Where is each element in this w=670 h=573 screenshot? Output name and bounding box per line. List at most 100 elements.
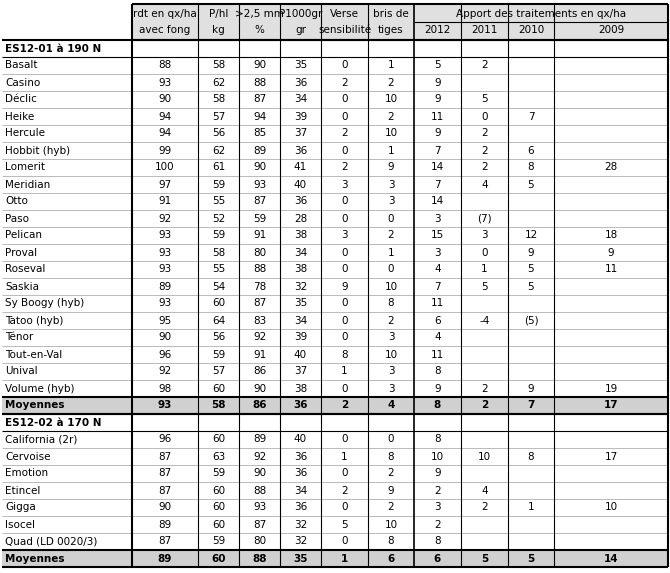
Text: 94: 94 <box>158 112 172 121</box>
Text: 8: 8 <box>434 367 441 376</box>
Text: Moyennes: Moyennes <box>5 554 64 563</box>
Text: 28: 28 <box>604 163 618 172</box>
Text: 93: 93 <box>158 265 172 274</box>
Text: 17: 17 <box>604 401 618 410</box>
Text: Apport des traitements en qx/ha: Apport des traitements en qx/ha <box>456 9 626 19</box>
Text: 91: 91 <box>253 230 266 241</box>
Text: 5: 5 <box>481 281 488 292</box>
Text: Hercule: Hercule <box>5 128 45 139</box>
Text: 6: 6 <box>528 146 534 155</box>
Text: 8: 8 <box>388 536 395 547</box>
Text: Casino: Casino <box>5 77 40 88</box>
Text: 2: 2 <box>481 146 488 155</box>
Text: 9: 9 <box>388 485 395 496</box>
Text: 86: 86 <box>253 367 266 376</box>
Text: 1: 1 <box>341 452 348 461</box>
Text: 3: 3 <box>434 248 441 257</box>
Text: 2: 2 <box>388 469 395 478</box>
Text: Cervoise: Cervoise <box>5 452 50 461</box>
Text: ES12-02 à 170 N: ES12-02 à 170 N <box>5 418 101 427</box>
Text: Quad (LD 0020/3): Quad (LD 0020/3) <box>5 536 97 547</box>
Text: 2011: 2011 <box>471 25 498 35</box>
Text: 87: 87 <box>158 536 172 547</box>
Text: 1: 1 <box>341 367 348 376</box>
Text: 36: 36 <box>294 503 307 512</box>
Text: 12: 12 <box>525 230 537 241</box>
Text: 92: 92 <box>253 452 266 461</box>
Text: 61: 61 <box>212 163 225 172</box>
Text: Tatoo (hyb): Tatoo (hyb) <box>5 316 64 325</box>
Text: 3: 3 <box>388 332 395 343</box>
Text: 83: 83 <box>253 316 266 325</box>
Text: gr: gr <box>295 25 306 35</box>
Text: 2: 2 <box>481 163 488 172</box>
Text: Déclic: Déclic <box>5 95 37 104</box>
Text: -4: -4 <box>479 316 490 325</box>
Text: Saskia: Saskia <box>5 281 39 292</box>
Text: 14: 14 <box>431 163 444 172</box>
Text: 11: 11 <box>431 350 444 359</box>
Text: 34: 34 <box>294 248 307 257</box>
Text: 36: 36 <box>294 197 307 206</box>
Text: 0: 0 <box>341 299 348 308</box>
Text: 10: 10 <box>385 95 397 104</box>
Text: 0: 0 <box>481 112 488 121</box>
Text: 60: 60 <box>212 434 225 445</box>
Text: 36: 36 <box>293 401 308 410</box>
Text: 4: 4 <box>481 485 488 496</box>
Text: 93: 93 <box>158 77 172 88</box>
Text: ES12-01 à 190 N: ES12-01 à 190 N <box>5 44 101 53</box>
Text: 59: 59 <box>212 469 225 478</box>
Text: 7: 7 <box>434 281 441 292</box>
Text: 0: 0 <box>341 95 348 104</box>
Text: 80: 80 <box>253 248 266 257</box>
Text: 11: 11 <box>604 265 618 274</box>
Text: Tout-en-Val: Tout-en-Val <box>5 350 62 359</box>
Text: 86: 86 <box>252 401 267 410</box>
Text: 0: 0 <box>341 536 348 547</box>
Text: 14: 14 <box>431 197 444 206</box>
Text: 10: 10 <box>385 350 397 359</box>
Text: 56: 56 <box>212 128 225 139</box>
Text: 88: 88 <box>253 485 266 496</box>
Text: 4: 4 <box>481 179 488 190</box>
Text: 57: 57 <box>212 367 225 376</box>
Text: 0: 0 <box>341 146 348 155</box>
Text: 94: 94 <box>253 112 266 121</box>
Text: 0: 0 <box>341 61 348 70</box>
Text: Basalt: Basalt <box>5 61 38 70</box>
Text: 99: 99 <box>158 146 172 155</box>
Text: 2: 2 <box>388 112 395 121</box>
Text: 5: 5 <box>528 265 534 274</box>
Text: 2: 2 <box>388 230 395 241</box>
Text: 58: 58 <box>212 61 225 70</box>
Text: 2009: 2009 <box>598 25 624 35</box>
Text: 7: 7 <box>528 112 534 121</box>
Text: 7: 7 <box>527 401 535 410</box>
Text: 5: 5 <box>341 520 348 529</box>
Text: Etincel: Etincel <box>5 485 40 496</box>
Text: 87: 87 <box>253 197 266 206</box>
Text: 7: 7 <box>434 179 441 190</box>
Text: 55: 55 <box>212 197 225 206</box>
Text: 6: 6 <box>434 316 441 325</box>
Text: Ténor: Ténor <box>5 332 34 343</box>
Text: Otto: Otto <box>5 197 28 206</box>
Text: 28: 28 <box>294 214 307 223</box>
Text: 88: 88 <box>253 265 266 274</box>
Text: (7): (7) <box>477 214 492 223</box>
Bar <box>2 550 668 567</box>
Text: 0: 0 <box>341 332 348 343</box>
Text: 93: 93 <box>158 248 172 257</box>
Text: 2: 2 <box>341 77 348 88</box>
Text: 34: 34 <box>294 316 307 325</box>
Text: 87: 87 <box>253 299 266 308</box>
Text: 38: 38 <box>294 383 307 394</box>
Text: California (2r): California (2r) <box>5 434 77 445</box>
Text: Unival: Unival <box>5 367 38 376</box>
Text: 34: 34 <box>294 95 307 104</box>
Text: 10: 10 <box>478 452 491 461</box>
Text: sensibilité: sensibilité <box>318 25 371 35</box>
Text: 0: 0 <box>341 434 348 445</box>
Text: (5): (5) <box>524 316 538 325</box>
